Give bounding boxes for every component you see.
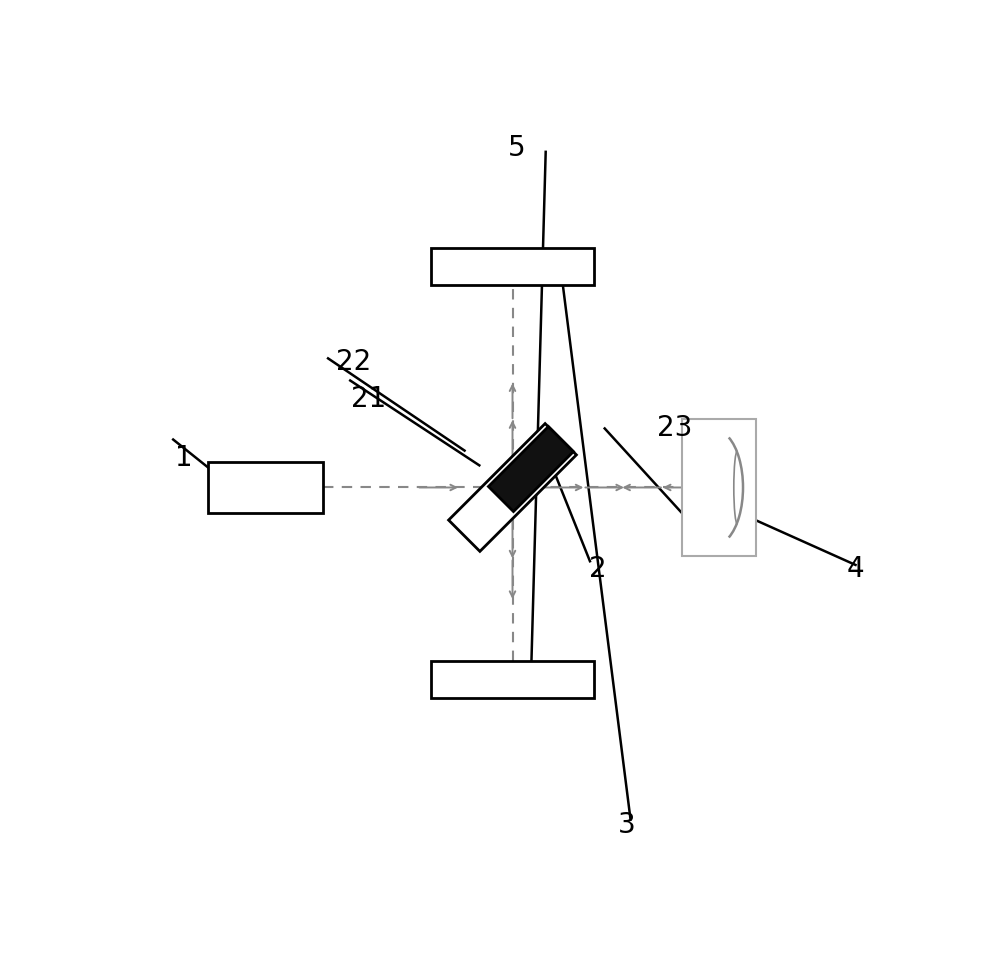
Text: 22: 22 <box>336 348 372 376</box>
Bar <box>431 661 594 697</box>
Text: 5: 5 <box>507 134 525 162</box>
Bar <box>431 248 594 285</box>
Bar <box>208 462 323 513</box>
Bar <box>488 426 573 512</box>
Bar <box>449 423 576 552</box>
Text: 21: 21 <box>351 385 386 413</box>
Text: 23: 23 <box>657 415 692 443</box>
Text: 4: 4 <box>847 555 864 582</box>
Text: 2: 2 <box>589 555 606 582</box>
Text: 3: 3 <box>618 810 636 838</box>
Text: 1: 1 <box>175 444 193 472</box>
Bar <box>682 420 756 556</box>
